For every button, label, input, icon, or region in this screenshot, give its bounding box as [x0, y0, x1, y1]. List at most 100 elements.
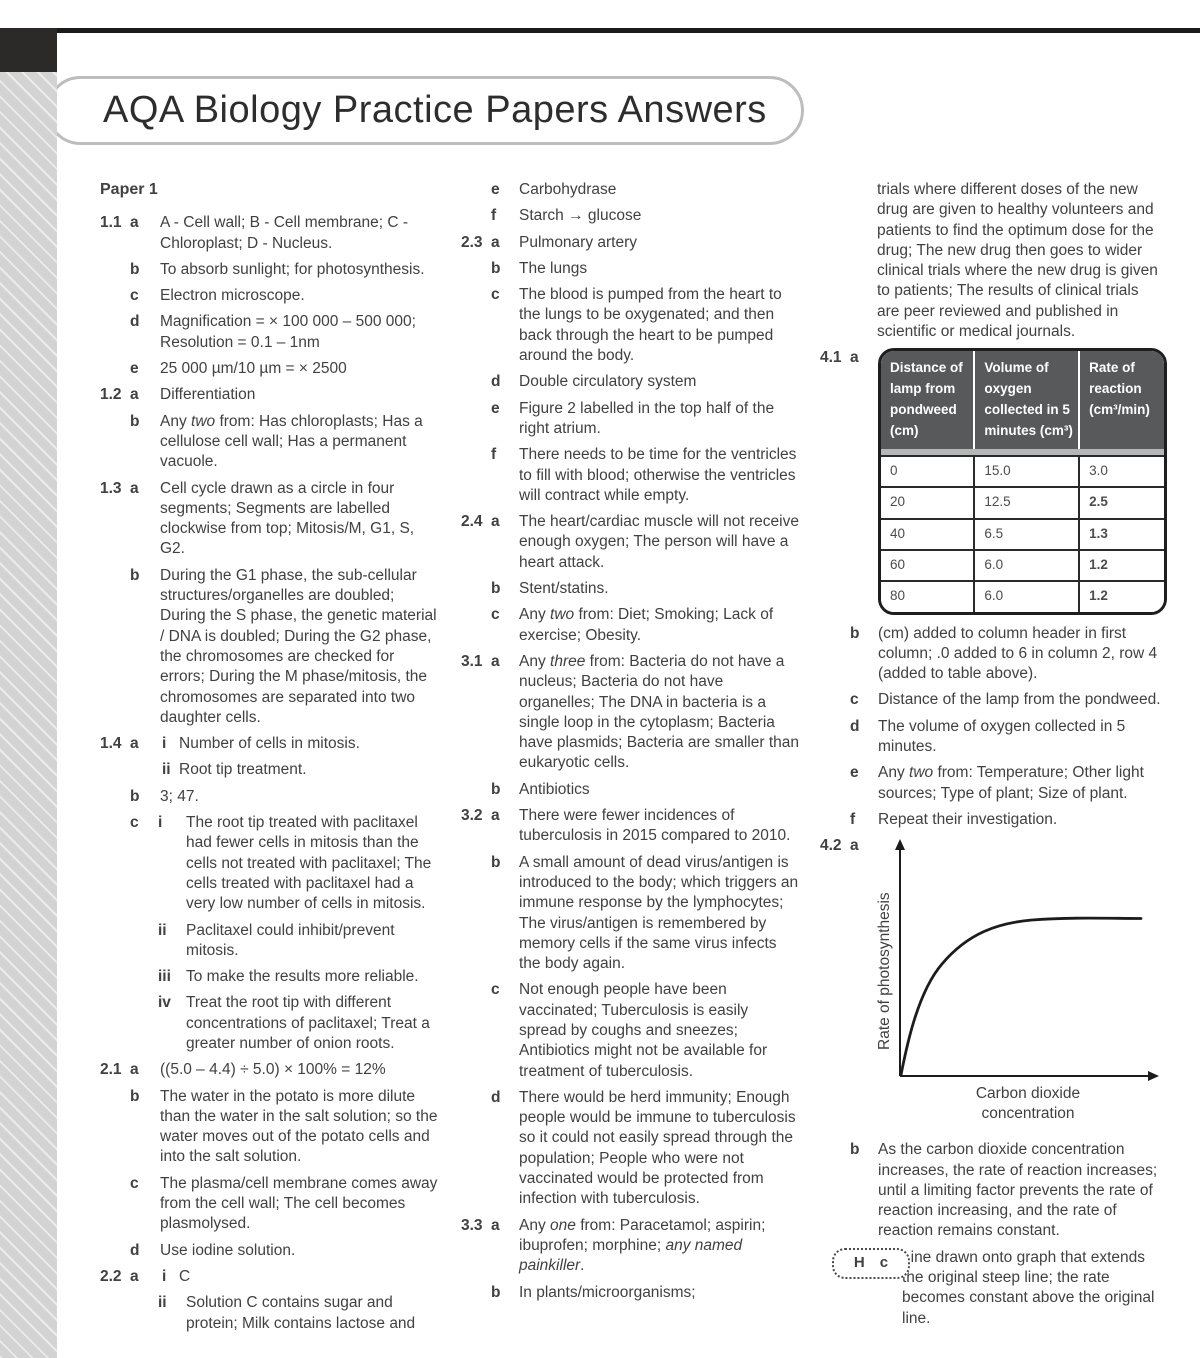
- answer-row: d Double circulatory system: [461, 372, 799, 392]
- answer-row: ii Root tip treatment.: [100, 760, 438, 780]
- answer-letter: f: [850, 810, 856, 828]
- question-number: 2.1: [100, 1061, 122, 1079]
- answer-row: f Repeat their investigation.: [820, 810, 1161, 830]
- answer-letter: c: [130, 814, 139, 832]
- table-cell: 12.5: [973, 486, 1080, 519]
- answer-letter: a: [491, 807, 500, 825]
- question-number: 1.3: [100, 479, 122, 497]
- answer-row: 1.4 a i Number of cells in mitosis.: [100, 734, 438, 754]
- question-number: 3.2: [461, 807, 483, 825]
- answer-row: e Any two from: Temperature; Other light …: [820, 763, 1161, 804]
- answer-row: 4.2 a Rate of photosynthesis Carbon dioxide…: [820, 836, 1161, 1134]
- answer-letter: a: [491, 513, 500, 531]
- answer-letter: b: [130, 566, 140, 584]
- answer-row: f There needs to be time for the ventricl…: [461, 445, 799, 506]
- answer-text: C: [179, 1267, 191, 1285]
- answer-text: A - Cell wall; B - Cell membrane; C - Ch…: [160, 214, 409, 252]
- answer-row: ii Paclitaxel could inhibit/prevent mitos…: [100, 921, 438, 962]
- roman-numeral: ii: [158, 1294, 167, 1312]
- answer-row: b During the G1 phase, the sub-cellular s…: [100, 566, 438, 728]
- table-cell: 6.0: [973, 580, 1080, 612]
- answer-text: Any three from: Bacteria do not have a n…: [461, 652, 799, 774]
- answer-text: Cell cycle drawn as a circle in four seg…: [160, 479, 415, 558]
- answer-text: There would be herd immunity; Enough peo…: [519, 1088, 796, 1208]
- top-rule: [57, 28, 1200, 33]
- answer-letter: b: [850, 1141, 860, 1159]
- answer-row: 4.1 a Distance of lamp from pondweed (cm) V…: [820, 348, 1167, 615]
- table-row: 60 6.0 1.2: [881, 548, 1164, 582]
- answer-text: Figure 2 labelled in the top half of the…: [519, 399, 775, 437]
- question-number: 1.2: [100, 386, 122, 404]
- answer-text-segment: three: [550, 652, 586, 670]
- answer-row: b Antibiotics: [461, 780, 799, 800]
- roman-numeral: i: [162, 735, 167, 753]
- answer-row: b The water in the potato is more dilute …: [100, 1087, 438, 1168]
- answer-text: Distance of lamp from pondweed (cm) Volum…: [820, 348, 1167, 615]
- answer-row: b 3; 47.: [100, 787, 438, 807]
- answer-letter: f: [491, 446, 497, 464]
- question-number: 4.1: [820, 349, 842, 367]
- answer-text-segment: Any: [878, 764, 910, 782]
- answer-row: 3.2 a There were fewer incidences of tuber…: [461, 806, 799, 847]
- answer-row: b Any two from: Has chloroplasts; Has a c…: [100, 412, 438, 473]
- answer-text: To absorb sunlight; for photosynthesis.: [160, 260, 425, 278]
- answer-text: Pulmonary artery: [519, 233, 638, 251]
- answer-row: e Figure 2 labelled in the top half of th…: [461, 399, 799, 440]
- answer-text: Number of cells in mitosis.: [179, 735, 360, 753]
- answer-text-segment: Any: [519, 1216, 551, 1234]
- answer-letter: c: [491, 606, 500, 624]
- answer-row: iii To make the results more reliable.: [100, 967, 438, 987]
- answer-text: Root tip treatment.: [179, 761, 307, 779]
- answer-row: c i The root tip treated with paclitaxel h…: [100, 813, 438, 914]
- answer-row: f Starch → glucose: [461, 206, 799, 226]
- answer-row: c The blood is pumped from the heart to t…: [461, 285, 799, 366]
- table-cell: 6.0: [973, 548, 1080, 582]
- answer-text-segment: from: Diet; Smoking; Lack of exercise; O…: [519, 606, 774, 644]
- answers-column-1: Paper 1 1.1 a A - Cell wall; B - Cell membr…: [100, 180, 438, 1340]
- answer-letter: a: [130, 479, 139, 497]
- answer-text: There needs to be time for the ventricle…: [519, 446, 797, 504]
- question-number: 2.4: [461, 513, 483, 531]
- answer-row: b As the carbon dioxide concentration inc…: [820, 1140, 1161, 1241]
- answer-row: 3.3 a Any one from: Paracetamol; aspirin; …: [461, 1216, 799, 1277]
- table-cell: 1.3: [1078, 517, 1164, 550]
- answer-letter: a: [130, 214, 139, 232]
- answer-letter: a: [130, 1267, 139, 1285]
- graph-axes: [895, 839, 1159, 1082]
- answer-text-segment: Any: [519, 606, 551, 624]
- table-cell: 60: [881, 548, 975, 582]
- table-row: 40 6.5 1.3: [881, 517, 1164, 550]
- table-cell: 80: [881, 580, 975, 612]
- answer-letter: e: [850, 764, 859, 782]
- answer-letter: c: [850, 691, 859, 709]
- table-row: 0 15.0 3.0: [881, 455, 1164, 488]
- answer-text-segment: two: [191, 412, 216, 430]
- question-number: 3.1: [461, 652, 483, 670]
- table-cell: 1.2: [1078, 580, 1164, 612]
- answer-text: There were fewer incidences of tuberculo…: [519, 807, 791, 845]
- answer-text: Repeat their investigation.: [878, 810, 1058, 828]
- answer-row: c Electron microscope.: [100, 286, 438, 306]
- answer-text: Distance of the lamp from the pondweed.: [878, 691, 1161, 709]
- table-cell: 6.5: [973, 517, 1080, 550]
- answer-text: ((5.0 – 4.4) ÷ 5.0) × 100% = 12%: [160, 1061, 386, 1079]
- answer-text-segment: two: [550, 606, 575, 624]
- answer-letter: a: [130, 735, 139, 753]
- answer-text: Starch → glucose: [519, 207, 642, 225]
- answer-text: 3; 47.: [160, 787, 199, 805]
- question-number: 2.2: [100, 1267, 122, 1285]
- answer-letter: b: [491, 1283, 501, 1301]
- answer-letter: c: [491, 981, 500, 999]
- answer-letter: b: [850, 624, 860, 642]
- answer-row: 2.2 a i C: [100, 1267, 438, 1287]
- question-number: 1.4: [100, 735, 122, 753]
- roman-numeral: ii: [162, 761, 171, 779]
- title-banner: AQA Biology Practice Papers Answers: [46, 76, 804, 145]
- answer-text: During the G1 phase, the sub-cellular st…: [160, 566, 437, 726]
- graph-y-axis-label: Rate of photosynthesis: [875, 892, 893, 1051]
- answer-letter: e: [491, 181, 500, 198]
- answer-row: b Stent/statins.: [461, 579, 799, 599]
- answer-letter: c: [491, 286, 500, 304]
- answer-text: Double circulatory system: [519, 373, 697, 391]
